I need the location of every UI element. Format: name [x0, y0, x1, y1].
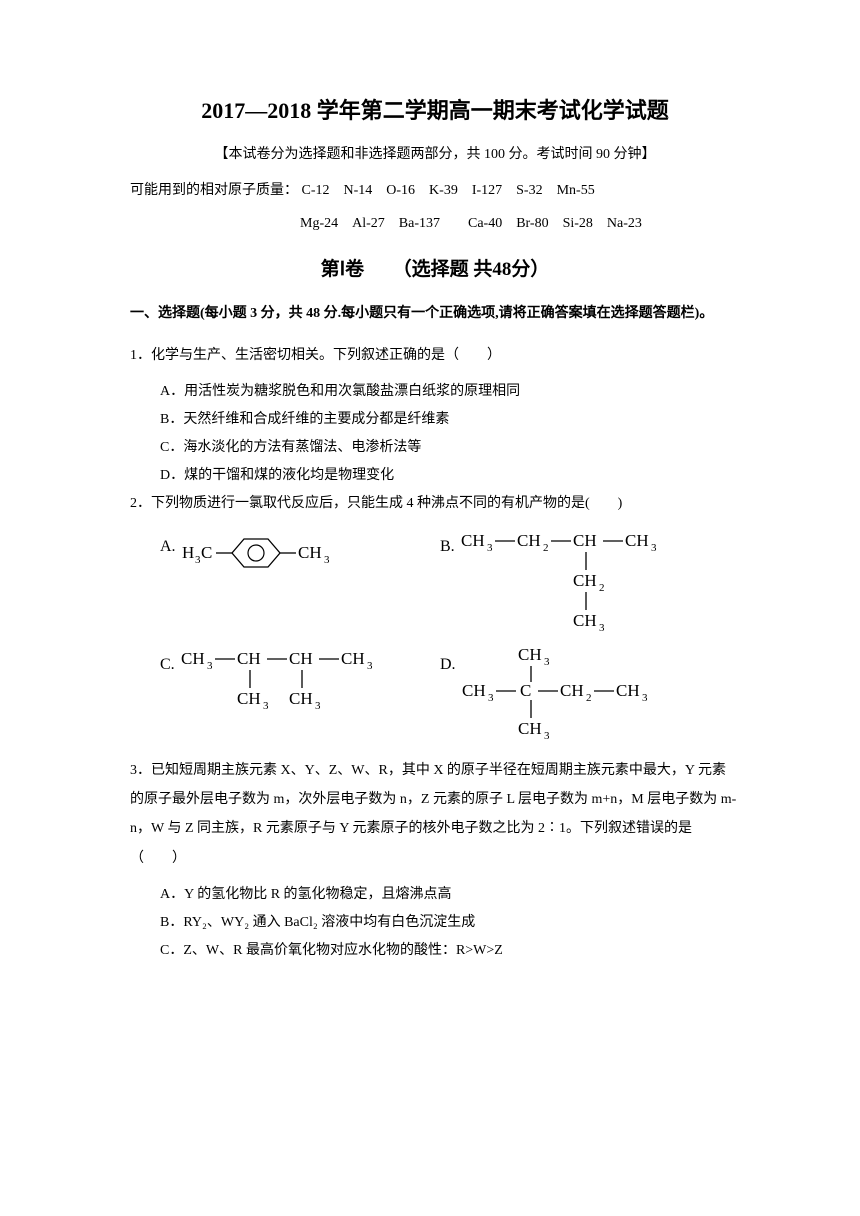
q2-chem-structures: A. H 3 C CH 3 B. CH 3 CH 2 CH — [160, 526, 740, 744]
q1-option-a: A．用活性炭为糖浆脱色和用次氯酸盐漂白纸浆的原理相同 — [130, 378, 740, 406]
q3-stem: 3．已知短周期主族元素 X、Y、Z、W、R，其中 X 的原子半径在短周期主族元素… — [130, 756, 740, 874]
svg-text:C: C — [520, 681, 531, 700]
svg-text:CH: CH — [289, 649, 313, 668]
q1-option-c: C．海水淡化的方法有蒸馏法、电渗析法等 — [130, 434, 740, 462]
svg-text:CH: CH — [518, 645, 542, 664]
svg-text:3: 3 — [642, 692, 648, 704]
svg-text:H: H — [182, 543, 194, 562]
svg-text:3: 3 — [651, 542, 657, 554]
svg-text:CH: CH — [518, 719, 542, 738]
svg-text:3: 3 — [315, 700, 321, 712]
svg-text:CH: CH — [573, 571, 597, 590]
svg-text:CH: CH — [237, 649, 261, 668]
svg-text:3: 3 — [263, 700, 269, 712]
section-header: 第Ⅰ卷 （选择题 共48分） — [130, 252, 740, 288]
svg-text:C: C — [201, 543, 212, 562]
subtitle: 【本试卷分为选择题和非选择题两部分，共 100 分。考试时间 90 分钟】 — [130, 142, 740, 169]
svg-text:2: 2 — [543, 542, 549, 554]
svg-text:CH: CH — [560, 681, 584, 700]
svg-text:CH: CH — [616, 681, 640, 700]
chem-structure-a: H 3 C CH 3 — [182, 526, 352, 576]
atomic-masses-label: 可能用到的相对原子质量： — [130, 183, 298, 198]
chem-structure-b: CH 3 CH 2 CH CH 3 CH 2 CH 3 — [461, 526, 711, 634]
chem-structure-c: CH 3 CH CH CH 3 CH 3 CH 3 — [181, 644, 411, 714]
svg-text:3: 3 — [367, 660, 373, 672]
instructions: 一、选择题(每小题 3 分，共 48 分.每小题只有一个正确选项,请将正确答案填… — [130, 300, 740, 328]
q1-stem: 1．化学与生产、生活密切相关。下列叙述正确的是（ ） — [130, 342, 740, 370]
q2-option-c: C. CH 3 CH CH CH 3 CH 3 CH 3 — [160, 644, 440, 714]
atomic-masses-line2: Mg-24 Al-27 Ba-137 Ca-40 Br-80 Si-28 Na-… — [130, 211, 740, 238]
svg-text:CH: CH — [573, 531, 597, 550]
atomic-masses-values1: C-12 N-14 O-16 K-39 I-127 S-32 Mn-55 — [302, 183, 595, 198]
q2-label-a: A. — [160, 526, 176, 562]
svg-text:3: 3 — [544, 656, 550, 668]
q1-option-d: D．煤的干馏和煤的液化均是物理变化 — [130, 462, 740, 490]
q3-option-c: C．Z、W、R 最高价氧化物对应水化物的酸性：R>W>Z — [130, 937, 740, 965]
svg-text:CH: CH — [298, 543, 322, 562]
q2-option-a: A. H 3 C CH 3 — [160, 526, 440, 576]
svg-text:CH: CH — [462, 681, 486, 700]
q3-option-b: B．RY₂、WY₂ 通入 BaCl₂ 溶液中均有白色沉淀生成 — [130, 909, 740, 937]
q2-label-d: D. — [440, 644, 456, 680]
atomic-masses-line1: 可能用到的相对原子质量： C-12 N-14 O-16 K-39 I-127 S… — [130, 178, 740, 205]
q2-row-cd: C. CH 3 CH CH CH 3 CH 3 CH 3 D. — [160, 644, 740, 744]
svg-text:3: 3 — [599, 622, 605, 634]
q2-option-d: D. CH 3 CH 3 C CH 2 CH 3 CH 3 — [440, 644, 692, 744]
svg-text:3: 3 — [207, 660, 213, 672]
q3-option-a: A．Y 的氢化物比 R 的氢化物稳定，且熔沸点高 — [130, 881, 740, 909]
svg-text:CH: CH — [237, 689, 261, 708]
page-title: 2017—2018 学年第二学期高一期末考试化学试题 — [130, 90, 740, 132]
svg-text:3: 3 — [488, 692, 494, 704]
q2-row-ab: A. H 3 C CH 3 B. CH 3 CH 2 CH — [160, 526, 740, 634]
svg-text:CH: CH — [517, 531, 541, 550]
svg-text:CH: CH — [573, 611, 597, 630]
svg-text:CH: CH — [625, 531, 649, 550]
svg-text:2: 2 — [586, 692, 592, 704]
svg-text:2: 2 — [599, 582, 605, 594]
q1-option-b: B．天然纤维和合成纤维的主要成分都是纤维素 — [130, 406, 740, 434]
svg-text:CH: CH — [341, 649, 365, 668]
q2-option-b: B. CH 3 CH 2 CH CH 3 CH 2 CH 3 — [440, 526, 711, 634]
svg-text:3: 3 — [487, 542, 493, 554]
svg-text:3: 3 — [544, 730, 550, 742]
svg-text:3: 3 — [324, 554, 330, 566]
q2-label-c: C. — [160, 644, 175, 680]
chem-structure-d: CH 3 CH 3 C CH 2 CH 3 CH 3 — [462, 644, 692, 744]
svg-text:CH: CH — [461, 531, 485, 550]
q2-label-b: B. — [440, 526, 455, 562]
q2-stem: 2．下列物质进行一氯取代反应后，只能生成 4 种沸点不同的有机产物的是( ) — [130, 490, 740, 518]
svg-text:CH: CH — [181, 649, 205, 668]
svg-text:CH: CH — [289, 689, 313, 708]
